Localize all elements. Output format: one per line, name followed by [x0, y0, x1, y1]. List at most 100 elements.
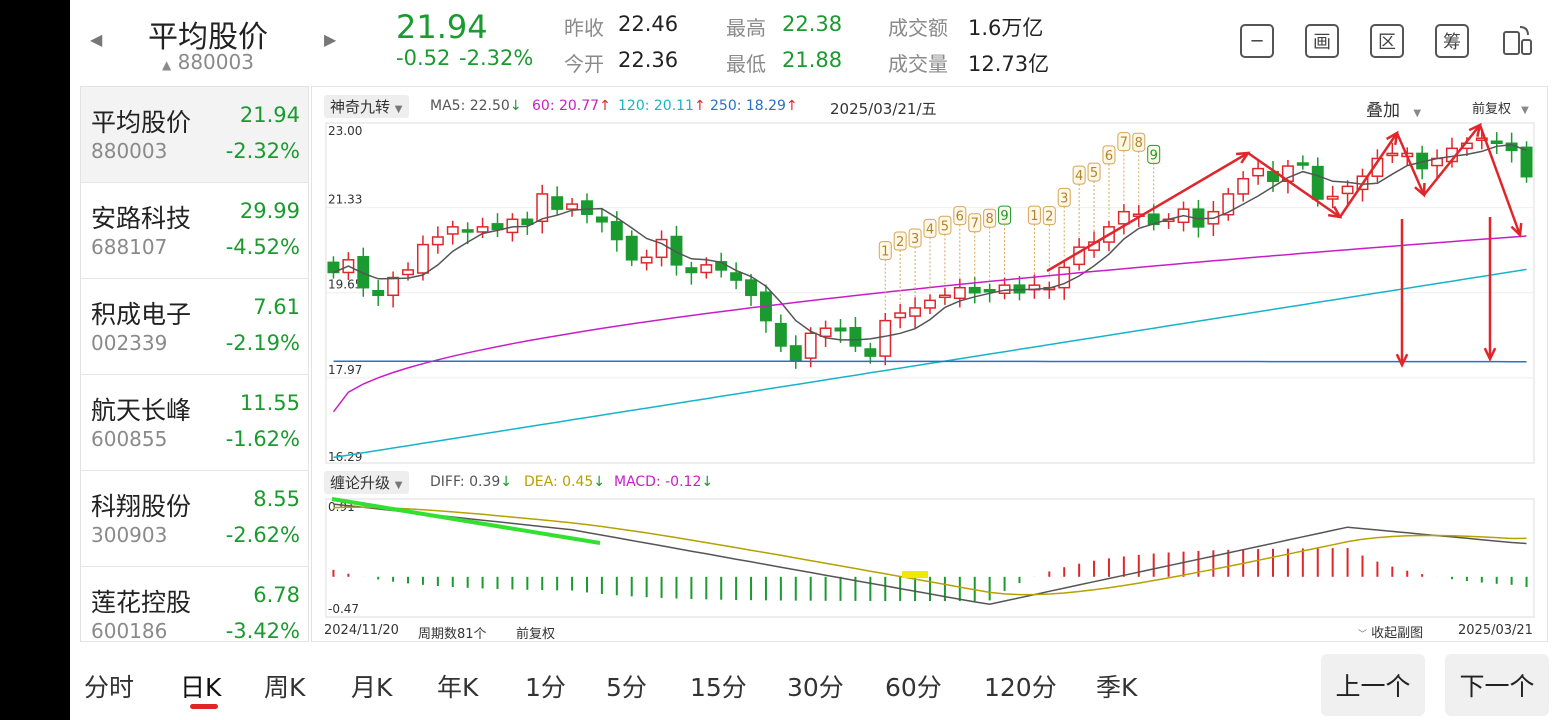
tab-5min[interactable]: 5分 [606, 673, 647, 702]
watchlist-item[interactable]: 航天长峰 600855 11.55 -1.62% [81, 375, 308, 471]
watchlist-item[interactable]: 科翔股份 300903 8.55 -2.62% [81, 471, 308, 567]
overlay-dropdown[interactable]: 叠加 ▼ [1366, 96, 1421, 121]
watchlist-item[interactable]: 积成电子 002339 7.61 -2.19% [81, 279, 308, 375]
watchlist-item[interactable]: 安路科技 688107 29.99 -4.52% [81, 183, 308, 279]
candle-up [536, 193, 549, 223]
tab-monthly-k[interactable]: 月K [351, 673, 393, 702]
kline-chart-panel[interactable]: 神奇九转 ▼ MA5: 22.50↓ 60: 20.77 ↑ 120: 20.11… [311, 86, 1548, 642]
watchlist-code: 688107 [91, 235, 168, 259]
range-icon[interactable]: 区 [1370, 24, 1404, 58]
collapse-subchart-button[interactable]: ﹀ 收起副图 [1358, 622, 1423, 641]
macd-tick-bottom: -0.47 [328, 602, 359, 616]
watchlist-name: 平均股价 [91, 108, 192, 137]
quote-header: ◀ 平均股价 ▲ 880003 ▶ 21.94 -0.52 -2.32% 昨收 … [70, 0, 1560, 84]
volume-value: 12.73亿 [968, 52, 1050, 76]
caret-up-icon: ▲ [162, 58, 172, 72]
candle-up [1207, 210, 1220, 225]
candle-up [640, 256, 653, 264]
macd-indicator-selector[interactable]: 缠论升级 ▼ [324, 471, 409, 494]
phone-rotate-icon[interactable] [1500, 24, 1534, 58]
candle-down [864, 348, 877, 357]
watchlist-change: -4.52% [225, 235, 300, 259]
prev-button[interactable]: 上一个 [1321, 654, 1425, 716]
candle-up [1117, 210, 1130, 225]
candle-down [1296, 162, 1309, 166]
candle-up [476, 226, 489, 233]
nine-turn-a-digit: 1 [881, 245, 889, 260]
watchlist-code: 600186 [91, 619, 168, 642]
start-date: 2024/11/20 [324, 623, 399, 638]
stock-name: 平均股价 [148, 20, 268, 55]
candle-up [879, 319, 892, 357]
next-stock-arrow[interactable]: ▶ [324, 30, 337, 49]
watchlist-code: 300903 [91, 523, 168, 547]
nine-turn-b-box [1147, 144, 1161, 164]
annotation-arrow-down-head [1327, 205, 1343, 219]
prev-stock-arrow[interactable]: ◀ [90, 30, 103, 49]
candle-down [372, 289, 385, 297]
rotate-svg [1503, 26, 1532, 55]
price-tick-label: 21.33 [328, 193, 362, 207]
ma120-value: 120: 20.11 [618, 98, 694, 114]
watchlist-change: -2.19% [225, 331, 300, 355]
tab-weekly-k[interactable]: 周K [264, 673, 306, 702]
indicator-selector[interactable]: 神奇九转 ▼ [324, 95, 409, 118]
candle-up [1222, 193, 1235, 216]
candle-up [1252, 167, 1265, 177]
candle-up [566, 203, 579, 210]
ma120-arrow: ↑ [693, 98, 706, 114]
annotation-arrow-zigzag-4 [1478, 124, 1522, 236]
draw-icon[interactable]: 画 [1305, 24, 1339, 58]
tab-quarterly-k[interactable]: 季K [1096, 673, 1138, 702]
nine-turn-b-box [1132, 132, 1146, 152]
candle-up [1102, 226, 1115, 243]
adjust-dropdown[interactable]: 前复权 ▼ [1472, 98, 1529, 117]
nine-turn-a-digit: 5 [941, 219, 949, 234]
tab-60min[interactable]: 60分 [885, 673, 942, 702]
candle-up [1446, 147, 1458, 163]
candle-up [938, 294, 951, 299]
candle-up [1475, 137, 1488, 141]
tab-1min[interactable]: 1分 [525, 673, 566, 702]
ma120-line [333, 268, 1527, 459]
candle-up [506, 218, 519, 234]
candle-down [774, 322, 787, 347]
tab-120min[interactable]: 120分 [984, 673, 1057, 702]
nine-turn-b-digit: 8 [1135, 136, 1143, 151]
watchlist-item[interactable]: 平均股价 880003 21.94 -2.32% [81, 87, 308, 183]
watchlist-price: 29.99 [239, 199, 300, 223]
nine-turn-a-box [878, 241, 892, 261]
candle-up [924, 299, 936, 309]
chips-icon[interactable]: 筹 [1435, 24, 1469, 58]
next-button[interactable]: 下一个 [1445, 654, 1549, 716]
ma5-label: MA5: 22.50↓ [430, 98, 522, 114]
dea-label: DEA: 0.45↓ [524, 474, 605, 490]
watchlist-item[interactable]: 莲花控股 600186 6.78 -3.42% [81, 567, 308, 642]
price-tick-label: 23.00 [328, 124, 362, 138]
tab-daily-k[interactable]: 日K [180, 673, 222, 702]
ma250-value: 250: 18.29 [710, 98, 786, 114]
nine-turn-b-digit: 3 [1060, 191, 1068, 206]
nine-turn-a-digit: 6 [956, 210, 964, 225]
minus-box-icon[interactable]: ─ [1240, 24, 1274, 58]
nine-turn-a-box [893, 231, 907, 251]
tab-yearly-k[interactable]: 年K [437, 673, 479, 702]
watchlist-name: 科翔股份 [91, 492, 192, 521]
candle-down [1147, 213, 1160, 226]
collapse-label: 收起副图 [1371, 626, 1424, 641]
candle-down [759, 291, 772, 322]
ma60-value: 60: 20.77 [532, 98, 600, 114]
candle-up [1043, 286, 1056, 291]
tab-15min[interactable]: 15分 [690, 673, 747, 702]
annotation-arrow-vertical-2-head [1483, 347, 1497, 362]
tab-intraday[interactable]: 分时 [84, 673, 135, 702]
candle-up [402, 269, 414, 276]
chart-date: 2025/03/21/五 [830, 100, 937, 118]
tab-30min[interactable]: 30分 [787, 673, 844, 702]
annotation-arrow-up [1046, 151, 1249, 273]
nine-turn-b-box [1027, 205, 1041, 225]
chevron-down-icon: ▼ [394, 480, 403, 491]
nine-turn-b-box [1042, 206, 1056, 226]
watchlist-price: 21.94 [239, 103, 300, 127]
annotation-arrow-up-head [1235, 151, 1251, 164]
